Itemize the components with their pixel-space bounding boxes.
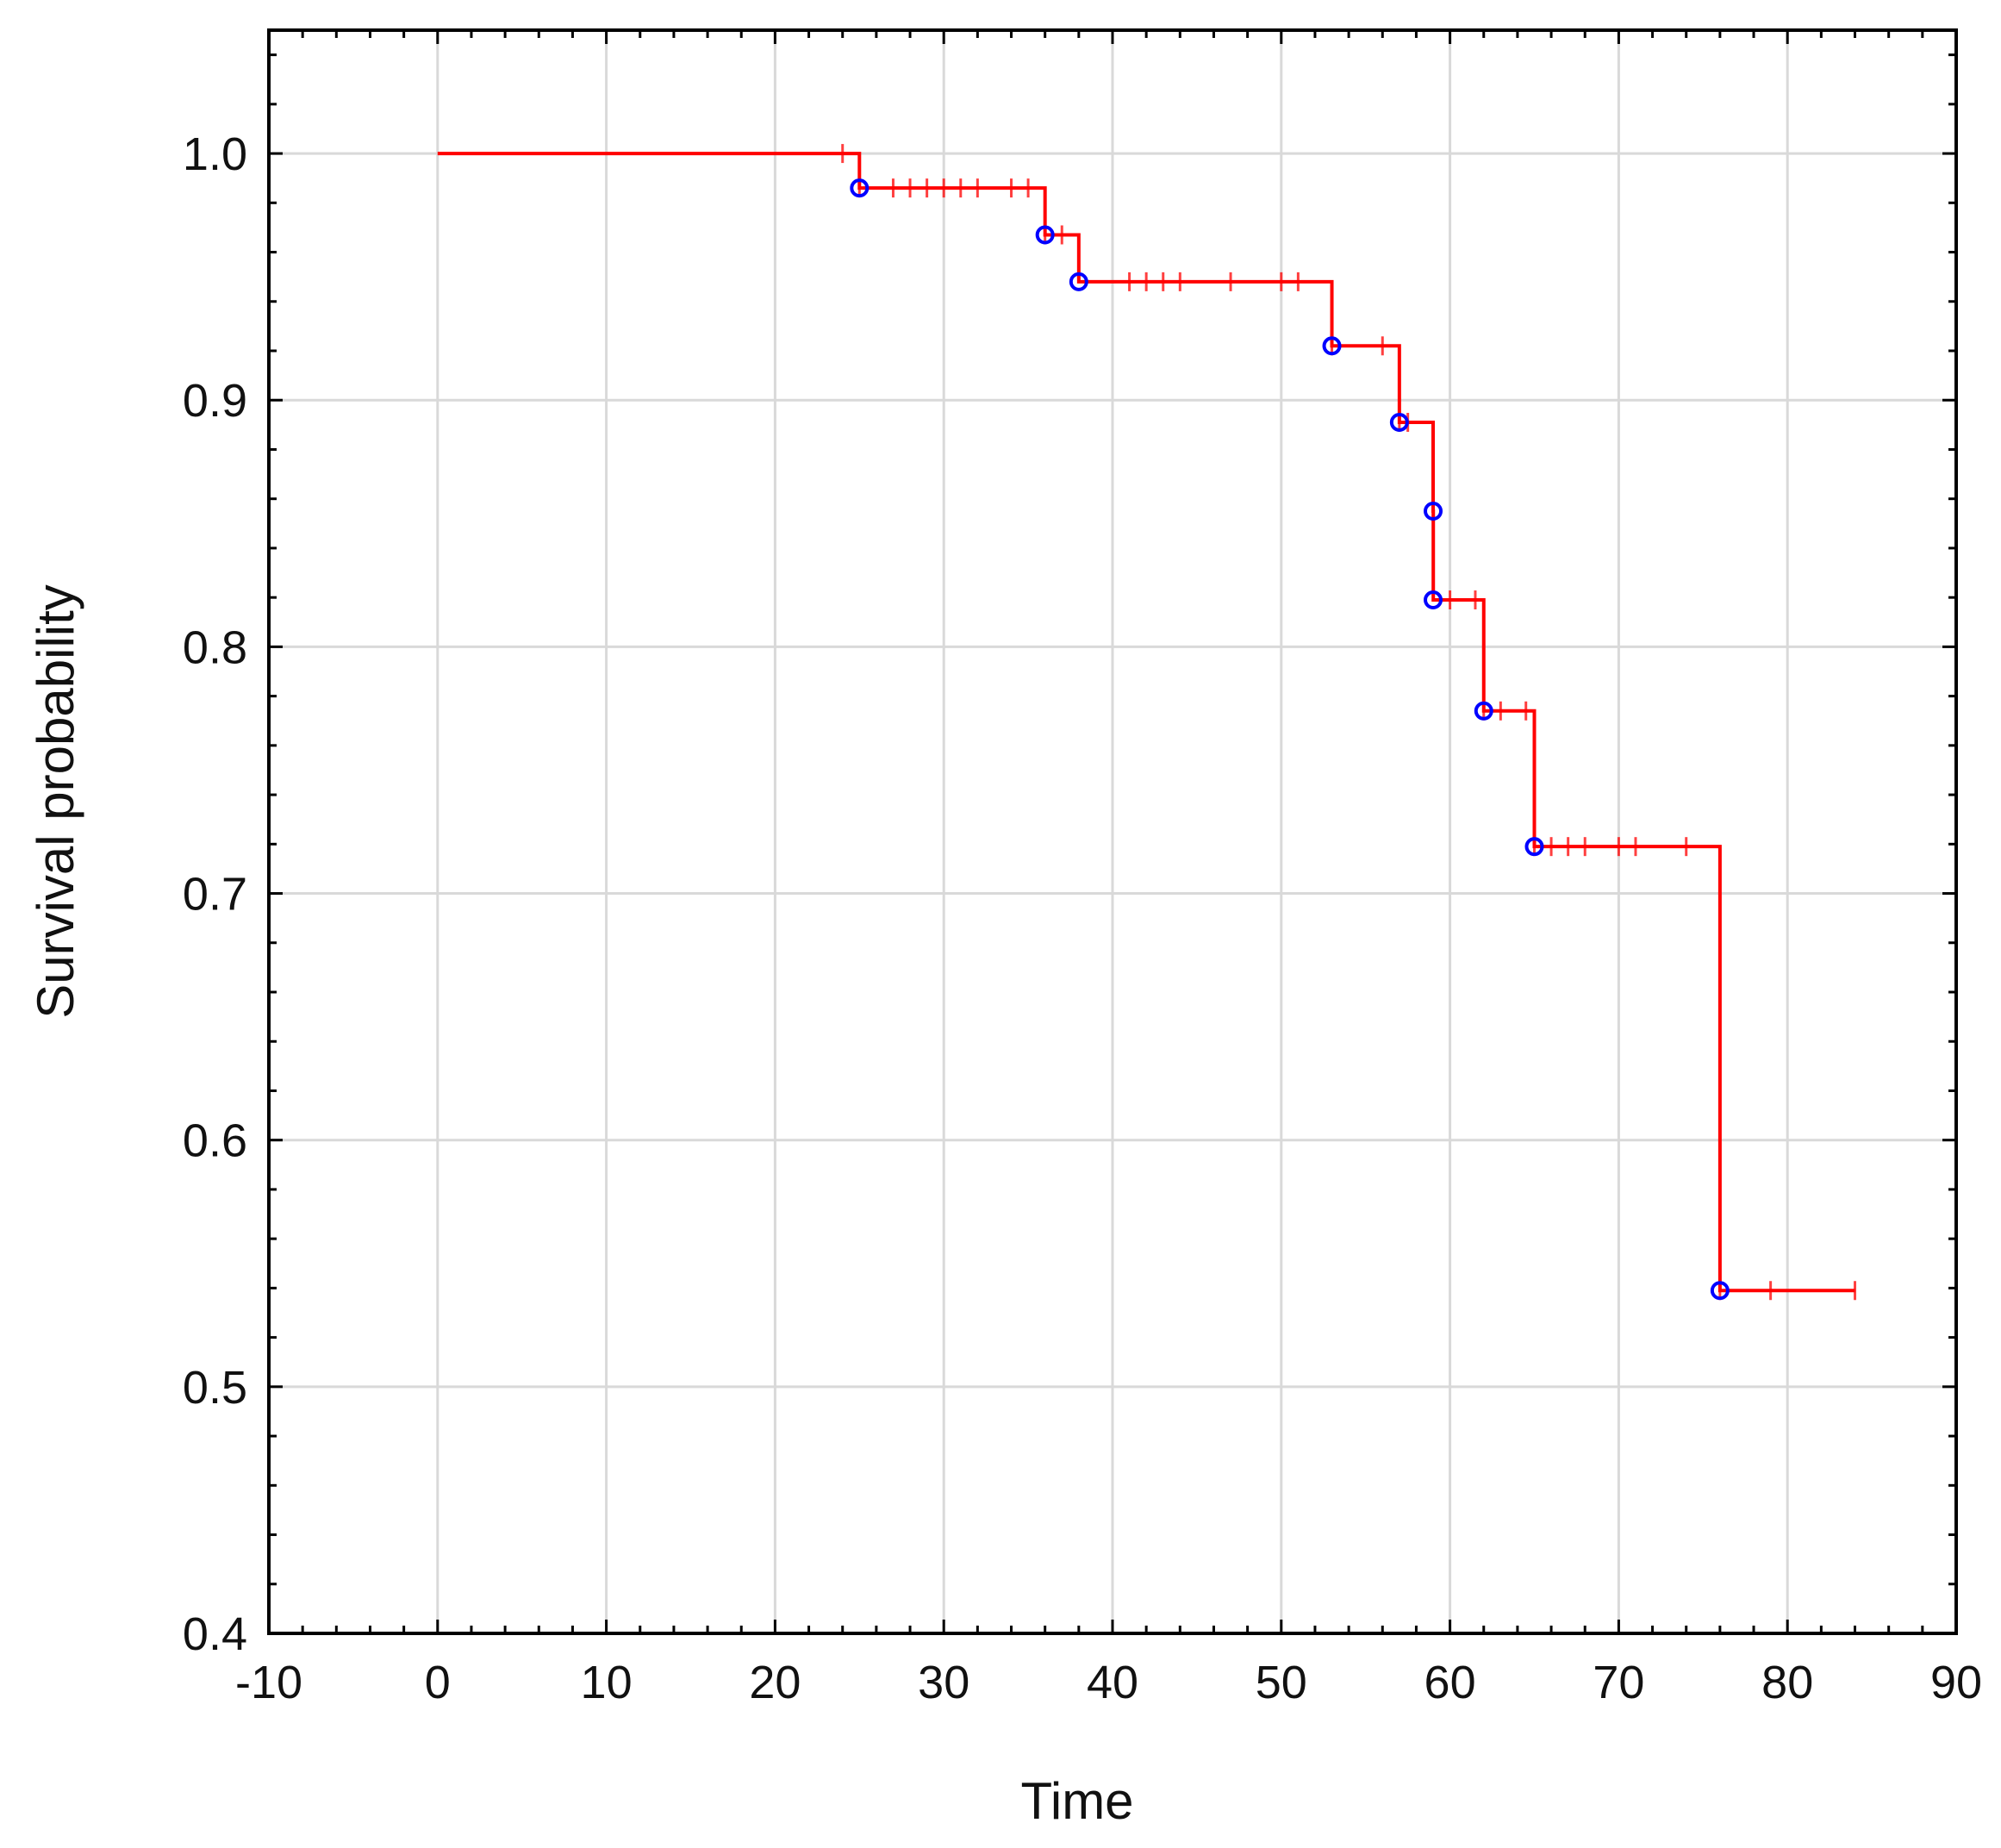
y-tick-label: 0.6 <box>183 1115 247 1167</box>
tick-labels: -10 0 10 20 30 40 50 60 70 80 90 0.4 0.5 0.6 0.7 0.8 0.9… <box>183 128 1982 1708</box>
event-marker <box>1424 502 1443 521</box>
event-marker <box>1389 412 1409 432</box>
y-axis-label: Survival probability <box>27 584 84 1019</box>
x-tick-label: 70 <box>1593 1657 1644 1708</box>
survival-curve <box>437 152 1855 1293</box>
x-tick-label: 40 <box>1087 1657 1138 1708</box>
event-marker <box>1710 1281 1730 1301</box>
gridlines <box>269 30 1956 1633</box>
y-tick-label: 0.5 <box>183 1362 247 1414</box>
event-marker <box>850 178 870 198</box>
x-tick-label: 90 <box>1930 1657 1982 1708</box>
markers <box>841 144 1857 1301</box>
event-marker <box>1474 701 1493 721</box>
event-marker <box>1035 225 1055 245</box>
axes <box>267 28 1958 1635</box>
y-tick-label: 0.8 <box>183 621 247 673</box>
x-tick-label: 10 <box>581 1657 633 1708</box>
x-tick-label: 80 <box>1761 1657 1813 1708</box>
event-marker <box>1524 837 1544 857</box>
y-tick-label: 0.7 <box>183 869 247 921</box>
event-marker <box>1424 590 1443 610</box>
event-marker <box>1069 272 1088 291</box>
y-tick-label: 0.4 <box>183 1608 247 1660</box>
x-tick-label: 60 <box>1424 1657 1476 1708</box>
x-tick-label: 50 <box>1256 1657 1307 1708</box>
x-tick-label: -10 <box>235 1657 302 1708</box>
event-marker <box>1322 336 1342 356</box>
x-tick-label: 20 <box>749 1657 801 1708</box>
survival-step-line <box>437 152 1855 1293</box>
x-tick-label: 0 <box>425 1657 451 1708</box>
x-axis-label: Time <box>1020 1772 1133 1830</box>
y-tick-label: 0.9 <box>183 375 247 427</box>
y-tick-label: 1.0 <box>183 128 247 180</box>
x-tick-label: 30 <box>918 1657 969 1708</box>
